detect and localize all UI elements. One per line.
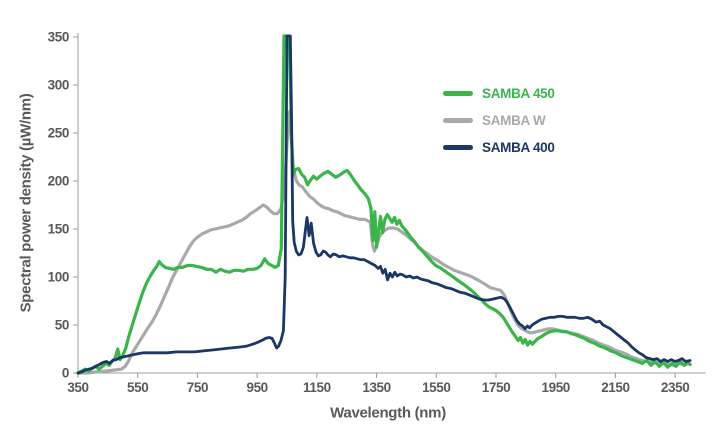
x-tick-label: 550 [127,380,148,395]
x-tick-label: 2350 [661,380,689,395]
x-tick-label: 1950 [541,380,569,395]
x-tick-label: 1550 [422,380,450,395]
x-tick-label: 750 [187,380,208,395]
x-axis-label: Wavelength (nm) [330,404,446,422]
y-tick-label: 50 [55,318,69,333]
chart-axes [73,33,706,378]
x-tick-label: 2150 [601,380,629,395]
y-tick-label: 250 [48,126,69,141]
legend-item-samba-w: SAMBA W [443,107,555,134]
legend-label-samba-w: SAMBA W [482,113,546,128]
legend-swatch-samba-450-line [443,91,473,96]
x-tick-label: 950 [246,380,267,395]
legend-item-samba-450: SAMBA 450 [443,80,555,107]
legend-label-samba-450: SAMBA 450 [482,86,555,101]
y-tick-label: 300 [48,78,69,93]
series-line-samba-450 [76,34,692,375]
y-tick-label: 150 [48,222,69,237]
series-line-samba-400 [76,34,692,375]
chart-tick-labels: 350 550 750 950 1150 1350 1550 1750 1950 2150 2350… [48,30,690,396]
legend-swatch-samba-400-line [443,145,473,150]
legend-swatch-samba-w-line [443,118,473,123]
x-tick-label: 1350 [362,380,390,395]
legend-label-samba-400: SAMBA 400 [482,140,555,155]
legend: SAMBA 450 SAMBA W SAMBA 400 [443,80,555,161]
y-tick-label: 350 [48,30,69,45]
x-tick-label: 1150 [303,380,331,395]
y-tick-label: 0 [62,366,69,381]
y-tick-label: 100 [48,270,69,285]
y-axis-label: Spectral power density (µW/nm) [17,93,35,313]
x-tick-label: 1750 [482,380,510,395]
legend-item-samba-400: SAMBA 400 [443,134,555,161]
y-tick-label: 200 [48,174,69,189]
chart-series-lines [76,34,692,375]
series-line-samba-w [76,110,692,375]
x-tick-label: 350 [67,380,88,395]
